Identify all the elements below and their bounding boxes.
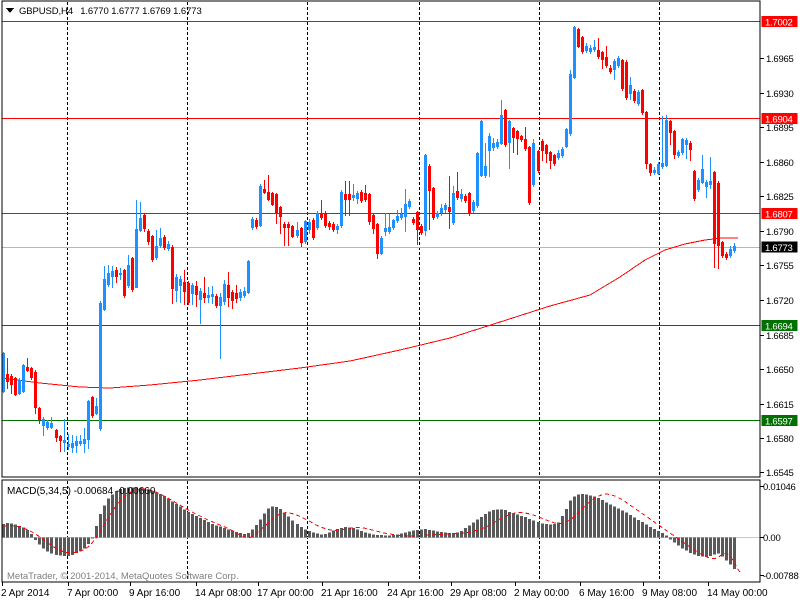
svg-text:1.7002: 1.7002 xyxy=(765,18,793,29)
svg-text:-0.00788: -0.00788 xyxy=(763,571,799,582)
svg-text:1.6580: 1.6580 xyxy=(766,434,794,445)
svg-text:1.6720: 1.6720 xyxy=(766,296,794,307)
svg-text:6 May 16:00: 6 May 16:00 xyxy=(579,588,634,599)
svg-text:1.6965: 1.6965 xyxy=(766,54,794,65)
svg-text:2 May 00:00: 2 May 00:00 xyxy=(514,588,569,599)
svg-text:1.6694: 1.6694 xyxy=(765,322,793,333)
svg-text:2 Apr 2014: 2 Apr 2014 xyxy=(1,588,50,599)
svg-text:9 Apr 16:00: 9 Apr 16:00 xyxy=(129,588,181,599)
svg-text:14 May 00:00: 14 May 00:00 xyxy=(707,588,768,599)
svg-text:1.6895: 1.6895 xyxy=(766,123,794,134)
svg-text:21 Apr 16:00: 21 Apr 16:00 xyxy=(321,588,378,599)
svg-text:1.6825: 1.6825 xyxy=(766,192,794,203)
svg-text:17 Apr 00:00: 17 Apr 00:00 xyxy=(257,588,314,599)
svg-text:GBPUSD,H4 1.6770 1.6777 1.676: GBPUSD,H4 1.6770 1.6777 1.6769 1.6773 xyxy=(19,6,202,17)
svg-text:1.6790: 1.6790 xyxy=(766,227,794,238)
svg-text:1.6597: 1.6597 xyxy=(765,417,793,428)
svg-text:1.6773: 1.6773 xyxy=(765,243,793,254)
svg-text:1.6650: 1.6650 xyxy=(766,365,794,376)
svg-text:MetaTrader, © 2001-2014, MetaQ: MetaTrader, © 2001-2014, MetaQuotes Soft… xyxy=(7,571,239,582)
svg-text:1.6904: 1.6904 xyxy=(765,115,793,126)
svg-text:9 May 08:00: 9 May 08:00 xyxy=(642,588,697,599)
svg-text:1.6755: 1.6755 xyxy=(766,261,794,272)
svg-text:7 Apr 00:00: 7 Apr 00:00 xyxy=(67,588,119,599)
svg-text:14 Apr 08:00: 14 Apr 08:00 xyxy=(195,588,252,599)
svg-text:29 Apr 08:00: 29 Apr 08:00 xyxy=(450,588,507,599)
svg-text:1.6807: 1.6807 xyxy=(765,210,793,221)
svg-text:24 Apr 16:00: 24 Apr 16:00 xyxy=(387,588,444,599)
svg-text:1.6860: 1.6860 xyxy=(766,158,794,169)
svg-text:1.6545: 1.6545 xyxy=(766,468,794,479)
svg-text:1.6615: 1.6615 xyxy=(766,400,794,411)
svg-text:0.01046: 0.01046 xyxy=(763,482,796,493)
svg-text:1.6685: 1.6685 xyxy=(766,331,794,342)
svg-text:0.00: 0.00 xyxy=(763,533,781,544)
svg-text:1.6930: 1.6930 xyxy=(766,89,794,100)
svg-text:MACD(5,34,5) -0.00684 -0.00660: MACD(5,34,5) -0.00684 -0.00660 xyxy=(7,486,156,497)
